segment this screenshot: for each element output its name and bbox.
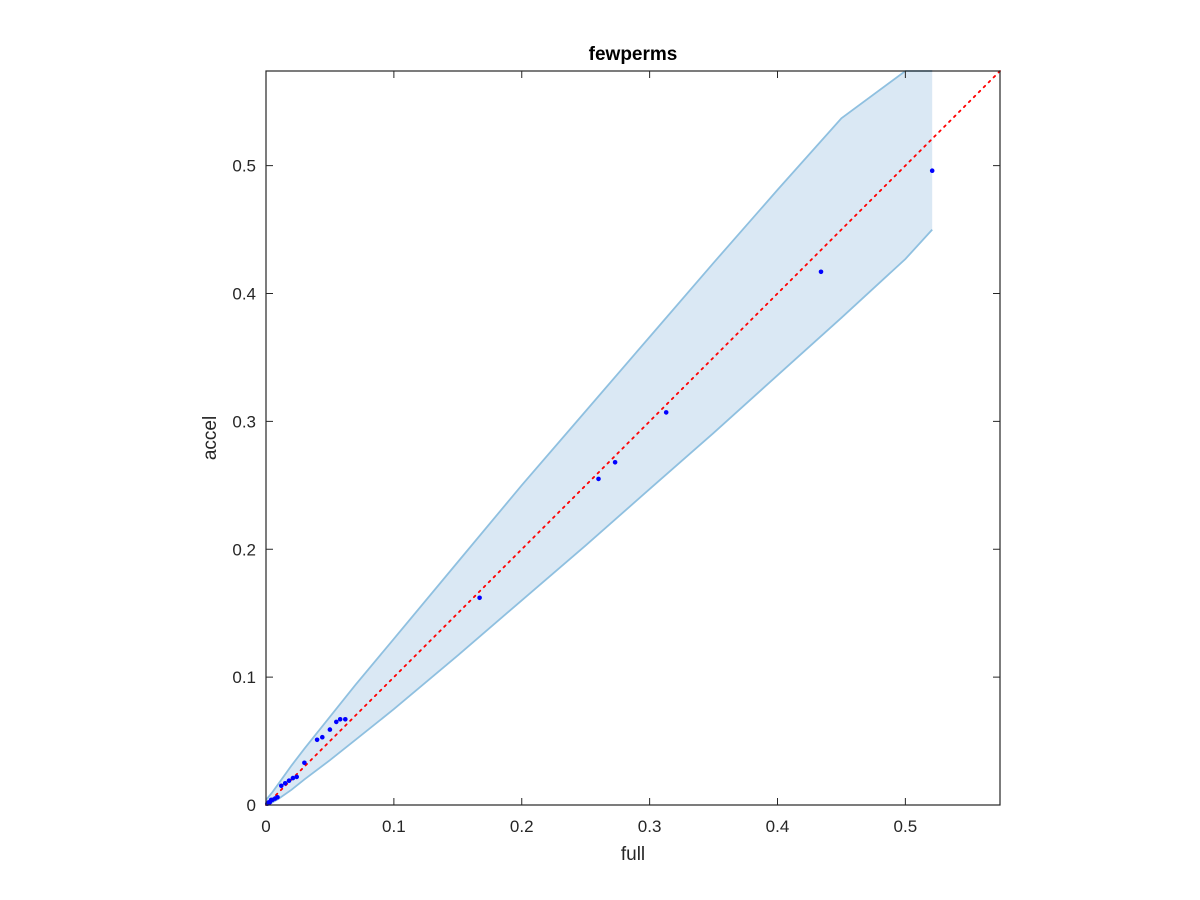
band-lower-edge [265,228,933,806]
y-tick-label: 0.1 [232,668,256,687]
data-point [290,775,296,781]
band-upper-edge [265,70,933,801]
data-point [302,760,307,766]
x-tick-label: 0.4 [766,817,790,836]
data-points [265,168,935,806]
data-point [663,410,669,415]
y-axis-ticks: 0 0.1 0.2 0.3 0.4 0.5 [232,157,1000,815]
y-tick-label: 0.4 [232,285,256,304]
data-point [314,737,320,743]
x-tick-label: 0.3 [638,817,662,836]
data-point [337,717,343,722]
data-point [334,719,339,725]
data-point [477,595,482,601]
y-tick-label: 0.2 [232,540,256,559]
data-point [818,269,824,275]
x-tick-label: 0.2 [510,817,534,836]
data-point [596,476,601,482]
data-point [286,778,292,783]
y-tick-label: 0.3 [232,412,256,431]
data-point [343,717,348,722]
data-point [612,460,618,465]
axes-box [265,70,1001,806]
chart-title: fewperms [589,44,678,65]
x-tick-label: 0 [261,817,270,836]
x-tick-label: 0.5 [894,817,918,836]
data-point [279,783,284,789]
confidence-band [266,71,933,805]
data-point [929,168,935,173]
x-axis-label: full [621,844,645,865]
y-tick-label: 0 [247,796,256,815]
reference-line [265,70,1001,806]
x-tick-label: 0.1 [382,817,406,836]
data-point [327,727,333,732]
data-point [294,774,300,780]
y-tick-label: 0.5 [232,157,256,176]
data-point [320,734,325,740]
x-axis-ticks: 0 0.1 0.2 0.3 0.4 0.5 [261,71,917,836]
plot-area [265,70,1001,806]
data-point [282,781,288,786]
y-axis-label: accel [200,416,221,460]
data-point [275,795,280,800]
